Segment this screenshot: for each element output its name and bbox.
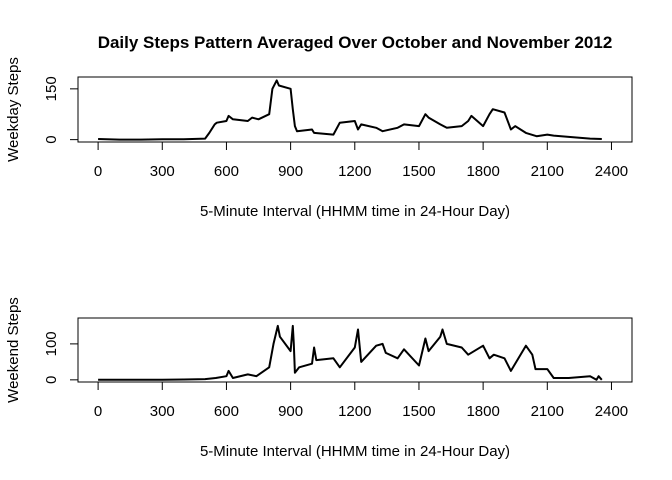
y-tick-label: 100 — [43, 331, 60, 356]
x-tick-label: 300 — [150, 163, 175, 180]
data-line — [98, 79, 602, 141]
x-tick-label: 300 — [150, 403, 175, 420]
x-axis-label: 5-Minute Interval (HHMM time in 24-Hour … — [200, 443, 510, 460]
x-tick-label: 900 — [278, 163, 303, 180]
y-axis-label: Weekday Steps — [5, 57, 22, 162]
x-tick-label: 600 — [214, 163, 239, 180]
x-tick-label: 0 — [94, 163, 102, 180]
x-tick-label: 2100 — [531, 163, 564, 180]
x-tick-label: 2400 — [595, 403, 628, 420]
x-tick-label: 1800 — [466, 403, 499, 420]
x-axis-label: 5-Minute Interval (HHMM time in 24-Hour … — [200, 203, 510, 220]
x-tick-label: 1200 — [338, 403, 371, 420]
x-tick-label: 600 — [214, 403, 239, 420]
x-tick-label: 2100 — [531, 403, 564, 420]
x-tick-label: 1500 — [402, 163, 435, 180]
plot-box — [77, 76, 633, 143]
y-tick-label: 0 — [43, 135, 60, 143]
y-tick-label: 150 — [43, 76, 60, 101]
y-tick-label: 0 — [43, 376, 60, 384]
x-tick-label: 900 — [278, 403, 303, 420]
x-tick-label: 2400 — [595, 163, 628, 180]
x-tick-label: 1200 — [338, 163, 371, 180]
chart-title: Daily Steps Pattern Averaged Over Octobe… — [98, 33, 613, 52]
data-line — [98, 324, 603, 381]
x-tick-label: 0 — [94, 403, 102, 420]
x-tick-label: 1500 — [402, 403, 435, 420]
x-tick-label: 1800 — [466, 163, 499, 180]
y-axis-label: Weekend Steps — [5, 297, 22, 403]
